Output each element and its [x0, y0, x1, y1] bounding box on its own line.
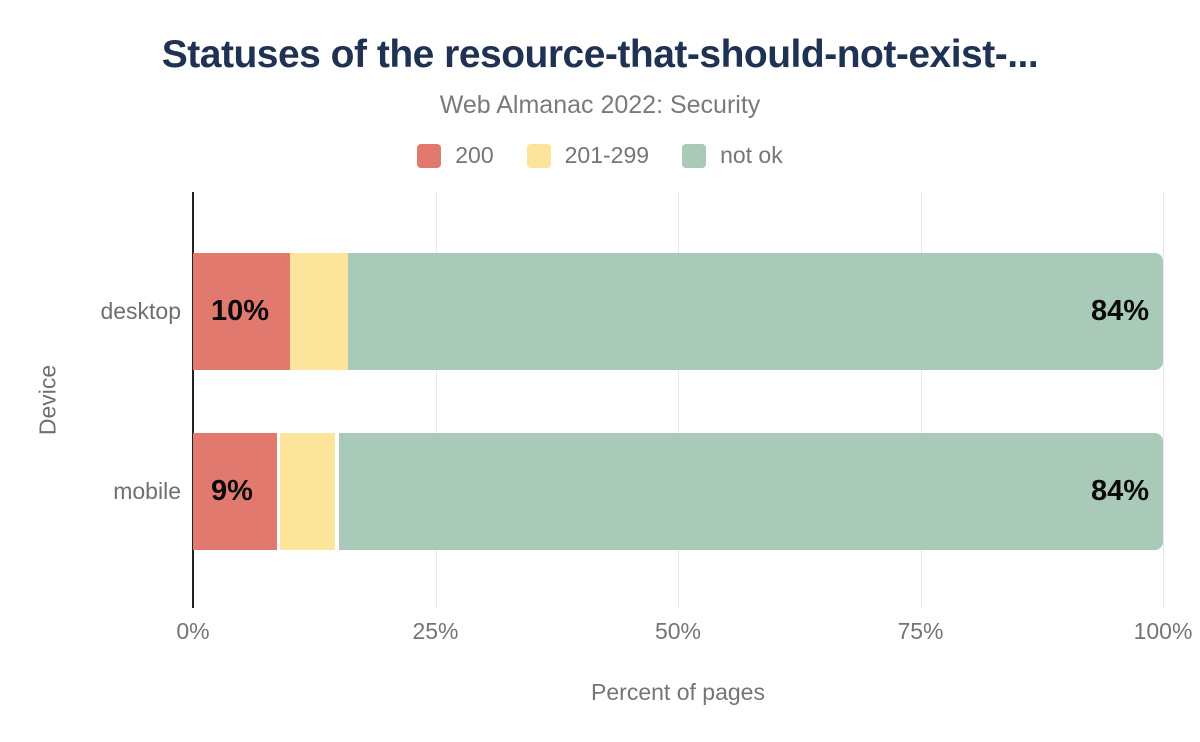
bar-mobile-segment-not-ok: 84%: [338, 433, 1163, 550]
gridline-75pct: [920, 192, 922, 608]
legend-item-200: 200: [417, 142, 494, 169]
bar-mobile: 9% 84%: [193, 433, 1163, 550]
legend-item-201-299: 201-299: [526, 142, 650, 169]
bar-desktop-segment-200: 10%: [193, 253, 290, 370]
x-axis-title: Percent of pages: [591, 679, 765, 705]
category-label-mobile: mobile: [113, 478, 181, 504]
gridline-25pct: [435, 192, 437, 608]
category-label-desktop: desktop: [100, 298, 181, 324]
x-tick-75: 75%: [897, 618, 944, 644]
bar-desktop-segment-not-ok: 84%: [348, 253, 1163, 370]
legend-swatch-200: [417, 143, 442, 168]
x-tick-100: 100%: [1133, 618, 1193, 644]
data-label-desktop-200: 10%: [211, 295, 270, 327]
x-tick-0: 0%: [176, 618, 210, 644]
bar-mobile-segment-200: 9%: [193, 433, 281, 550]
x-tick-25: 25%: [412, 618, 459, 644]
legend-label-not-ok: not ok: [720, 142, 783, 168]
bar-desktop: 10% 84%: [193, 253, 1163, 370]
chart-subtitle: Web Almanac 2022: Security: [439, 91, 761, 119]
legend-item-not-ok: not ok: [682, 142, 783, 169]
gridline-50pct: [678, 192, 679, 608]
legend: 200 201-299 not ok: [0, 142, 1200, 169]
chart-title: Statuses of the resource-that-should-not…: [161, 33, 1039, 76]
legend-swatch-not-ok: [682, 143, 707, 168]
x-axis-ticks: 0% 25% 50% 75% 100%: [176, 618, 1192, 646]
legend-swatch-201-299: [526, 143, 551, 168]
bar-mobile-segment-201-299: [280, 433, 339, 550]
data-label-mobile-not-ok: 84%: [1090, 475, 1149, 507]
bar-desktop-segment-201-299: [290, 253, 349, 370]
data-label-mobile-200: 9%: [211, 475, 253, 507]
gridline-100pct: [1163, 192, 1164, 608]
plot-area: 10% 84% 9% 84%: [192, 192, 1164, 608]
data-label-desktop-not-ok: 84%: [1090, 295, 1149, 327]
y-axis-line: [192, 192, 194, 608]
y-axis-title: Device: [34, 364, 61, 436]
legend-label-200: 200: [455, 142, 494, 168]
x-tick-50: 50%: [654, 618, 702, 644]
legend-label-201-299: 201-299: [564, 142, 650, 168]
